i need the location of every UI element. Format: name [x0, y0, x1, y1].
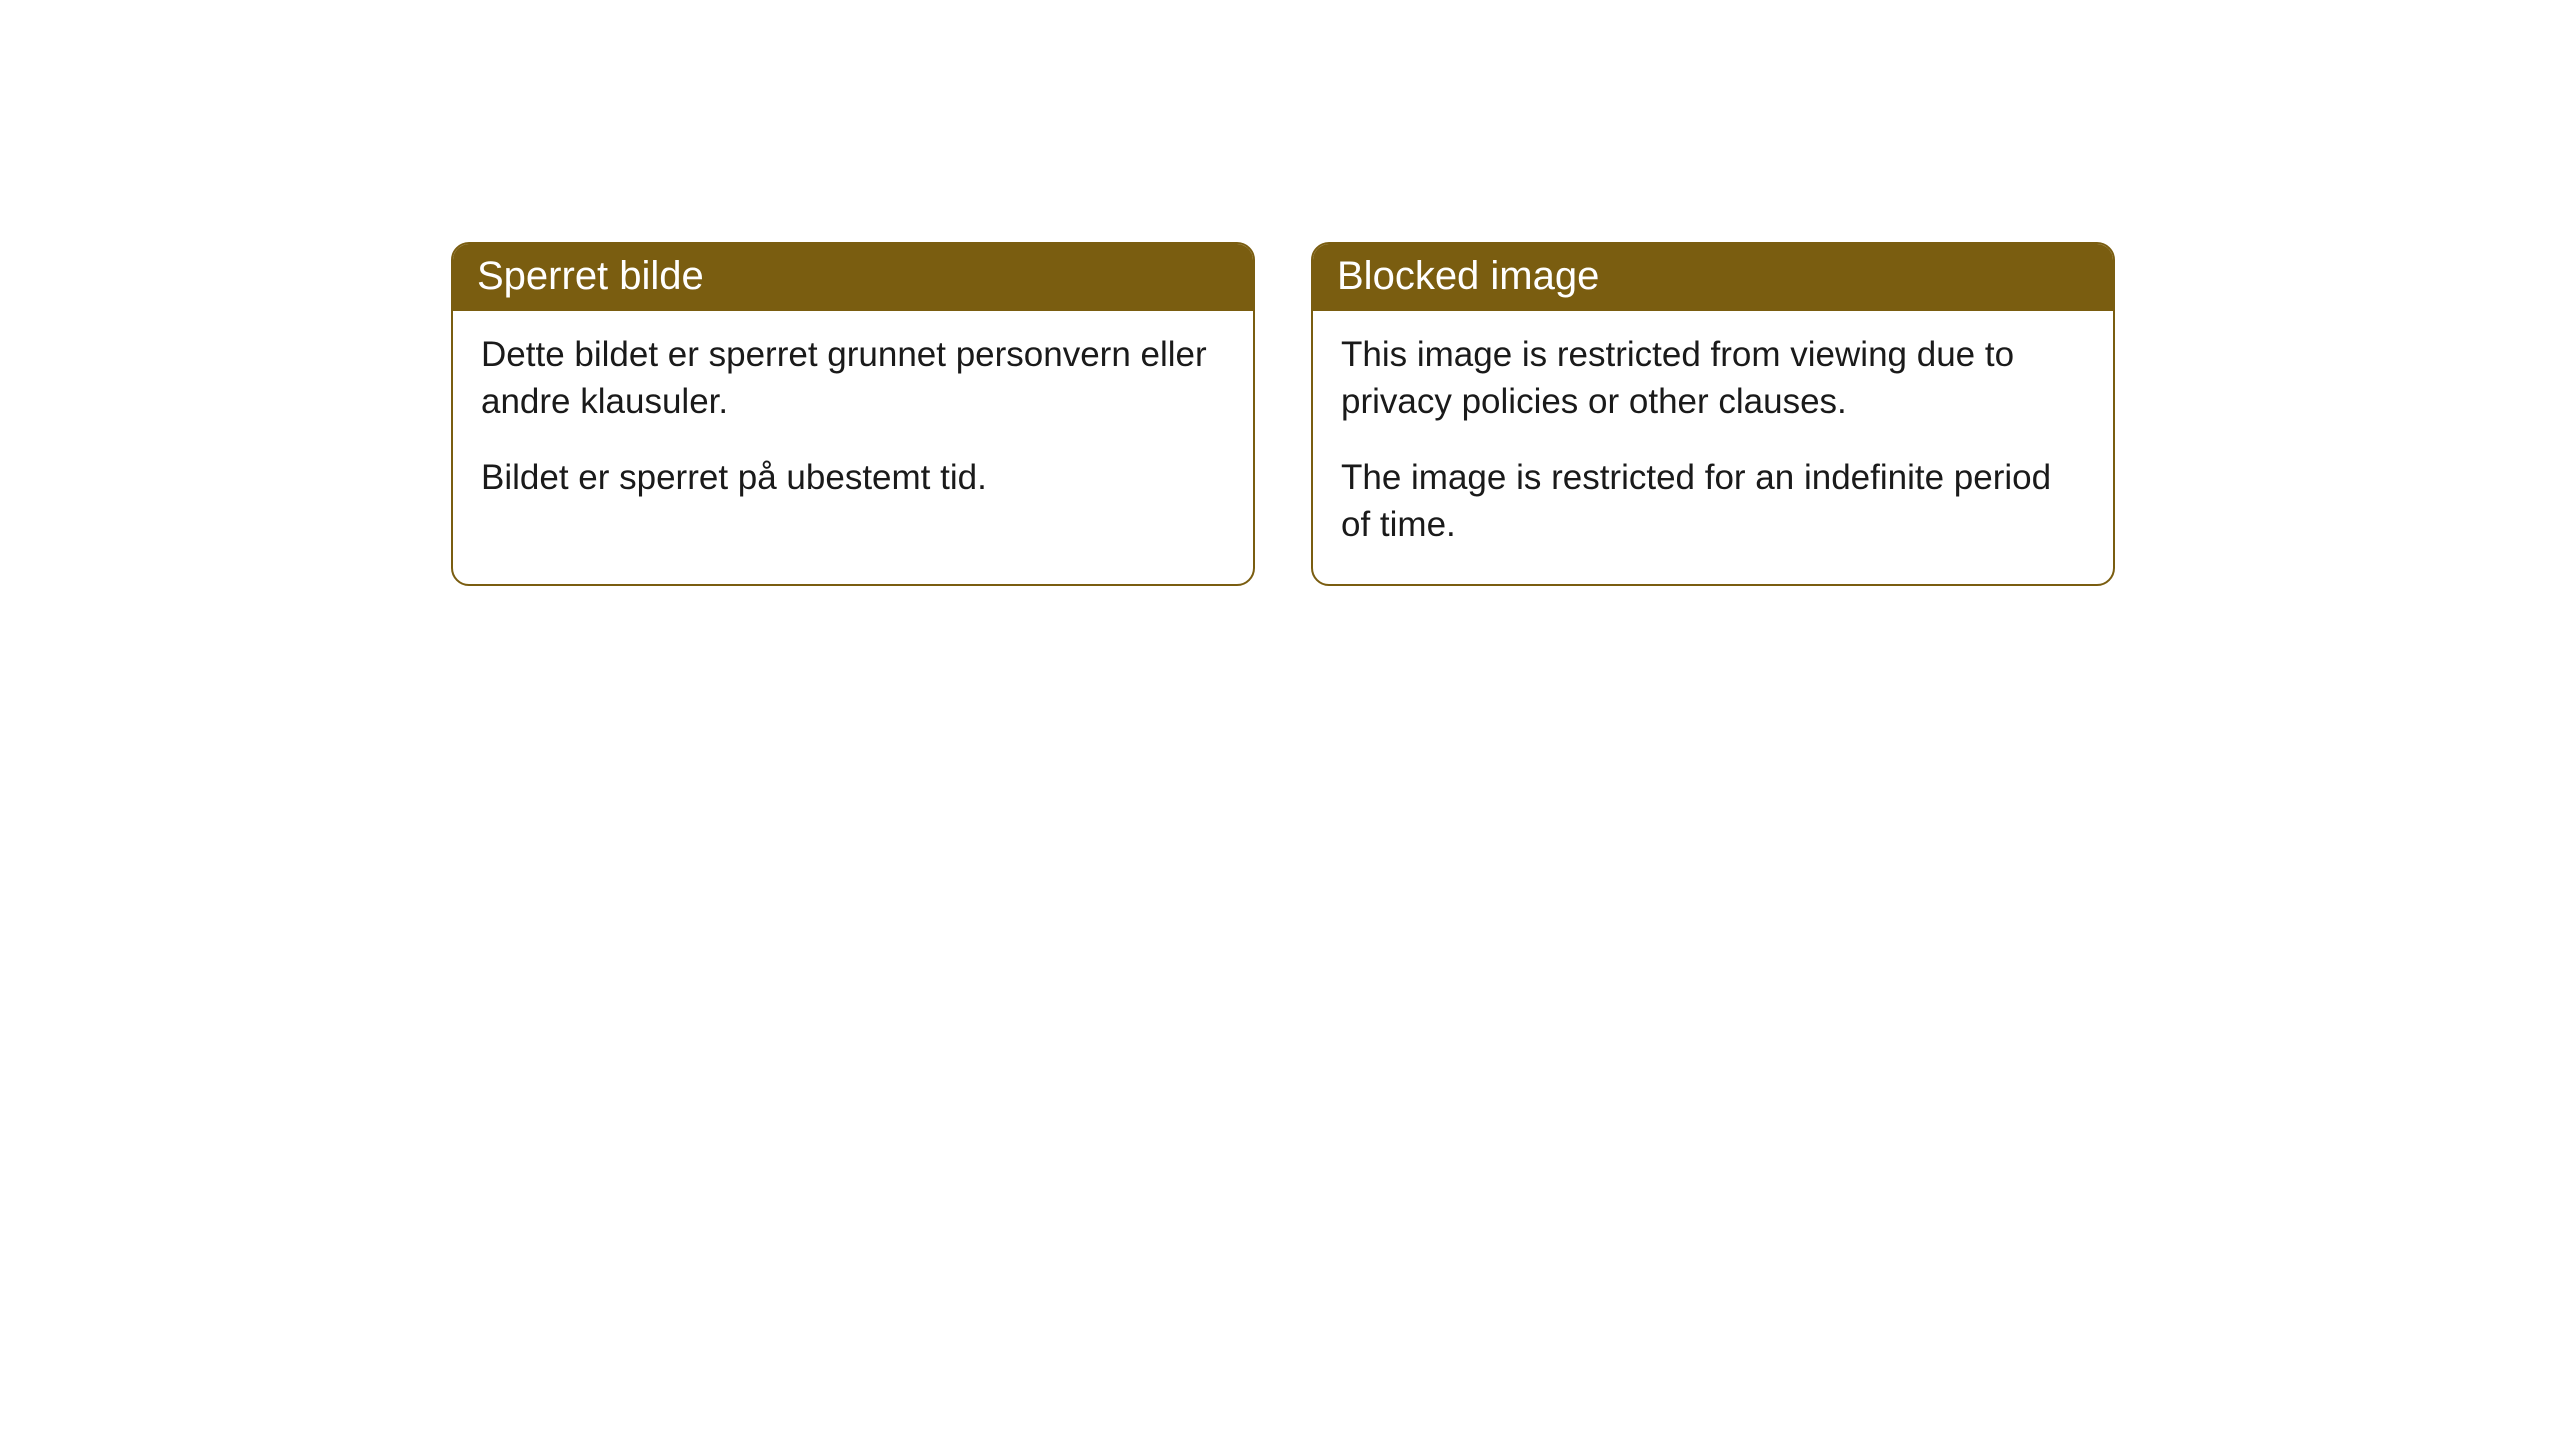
card-body: Dette bildet er sperret grunnet personve…	[453, 311, 1253, 537]
notice-card-english: Blocked image This image is restricted f…	[1311, 242, 2115, 586]
card-paragraph: This image is restricted from viewing du…	[1341, 331, 2085, 426]
notice-cards-container: Sperret bilde Dette bildet er sperret gr…	[451, 242, 2115, 586]
card-paragraph: Dette bildet er sperret grunnet personve…	[481, 331, 1225, 426]
notice-card-norwegian: Sperret bilde Dette bildet er sperret gr…	[451, 242, 1255, 586]
card-title: Blocked image	[1313, 244, 2113, 311]
card-title: Sperret bilde	[453, 244, 1253, 311]
card-paragraph: Bildet er sperret på ubestemt tid.	[481, 454, 1225, 501]
card-paragraph: The image is restricted for an indefinit…	[1341, 454, 2085, 549]
card-body: This image is restricted from viewing du…	[1313, 311, 2113, 584]
